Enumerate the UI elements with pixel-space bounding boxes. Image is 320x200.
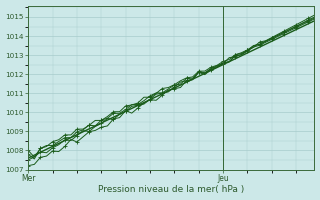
X-axis label: Pression niveau de la mer( hPa ): Pression niveau de la mer( hPa ) [98, 185, 244, 194]
